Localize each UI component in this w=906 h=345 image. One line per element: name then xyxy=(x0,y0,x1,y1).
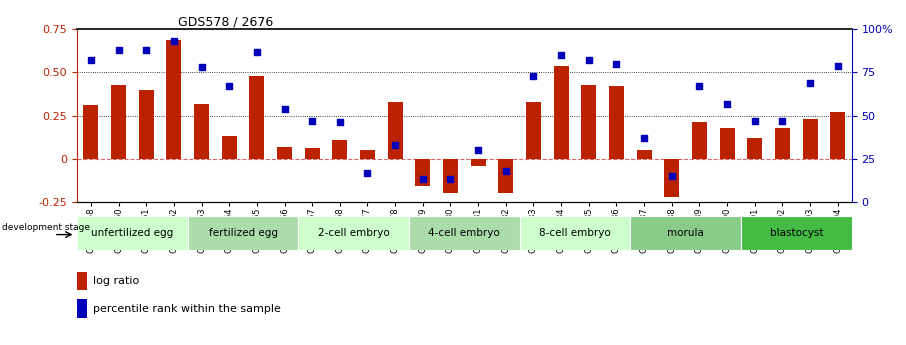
Text: unfertilized egg: unfertilized egg xyxy=(92,228,173,238)
Text: 2-cell embryo: 2-cell embryo xyxy=(318,228,390,238)
Point xyxy=(361,170,375,175)
Point xyxy=(692,83,707,89)
Point xyxy=(249,49,264,55)
Point xyxy=(194,65,208,70)
Bar xyxy=(83,105,99,159)
Bar xyxy=(631,216,741,250)
Bar xyxy=(664,159,680,197)
Point xyxy=(416,177,430,182)
Text: 4-cell embryo: 4-cell embryo xyxy=(429,228,500,238)
Point xyxy=(803,80,817,86)
Text: log ratio: log ratio xyxy=(92,276,139,286)
Point xyxy=(388,142,402,148)
Point xyxy=(471,147,486,153)
Bar xyxy=(443,159,458,193)
Bar xyxy=(719,128,735,159)
Point xyxy=(498,168,513,174)
Bar xyxy=(775,128,790,159)
Bar xyxy=(415,159,430,186)
Bar xyxy=(194,104,209,159)
Point xyxy=(665,173,680,179)
Bar xyxy=(498,159,514,193)
Point xyxy=(333,120,347,125)
Point xyxy=(776,118,790,124)
Bar xyxy=(77,272,87,290)
Point xyxy=(720,101,735,106)
Point xyxy=(305,118,320,124)
Bar xyxy=(77,216,188,250)
Point xyxy=(443,177,458,182)
Bar xyxy=(470,159,486,166)
Bar xyxy=(741,216,852,250)
Text: morula: morula xyxy=(667,228,704,238)
Point xyxy=(831,63,845,68)
Point xyxy=(747,118,762,124)
Bar xyxy=(304,148,320,159)
Point xyxy=(554,52,568,58)
Point xyxy=(222,83,236,89)
Point xyxy=(111,47,126,53)
Point xyxy=(139,47,153,53)
Bar xyxy=(298,216,409,250)
Bar xyxy=(222,136,236,159)
Point xyxy=(637,135,651,141)
Text: development stage: development stage xyxy=(2,223,90,232)
Bar xyxy=(388,102,403,159)
Bar xyxy=(582,85,596,159)
Bar xyxy=(139,90,154,159)
Bar xyxy=(747,138,763,159)
Text: fertilized egg: fertilized egg xyxy=(208,228,277,238)
Point xyxy=(277,106,292,111)
Bar xyxy=(409,216,520,250)
Bar xyxy=(637,150,651,159)
Bar xyxy=(188,216,298,250)
Point xyxy=(83,58,98,63)
Bar xyxy=(77,299,87,318)
Point xyxy=(609,61,623,67)
Text: GDS578 / 2676: GDS578 / 2676 xyxy=(178,15,273,28)
Bar xyxy=(249,76,265,159)
Point xyxy=(526,73,541,79)
Bar xyxy=(111,85,126,159)
Point xyxy=(167,39,181,44)
Bar xyxy=(803,119,818,159)
Bar xyxy=(360,150,375,159)
Bar xyxy=(554,66,569,159)
Bar xyxy=(525,102,541,159)
Bar xyxy=(692,122,707,159)
Bar xyxy=(277,147,292,159)
Text: percentile rank within the sample: percentile rank within the sample xyxy=(92,304,280,314)
Bar xyxy=(520,216,631,250)
Bar xyxy=(333,140,347,159)
Text: 8-cell embryo: 8-cell embryo xyxy=(539,228,611,238)
Point xyxy=(582,58,596,63)
Bar xyxy=(830,112,845,159)
Text: blastocyst: blastocyst xyxy=(769,228,823,238)
Bar xyxy=(166,40,181,159)
Bar xyxy=(609,86,624,159)
